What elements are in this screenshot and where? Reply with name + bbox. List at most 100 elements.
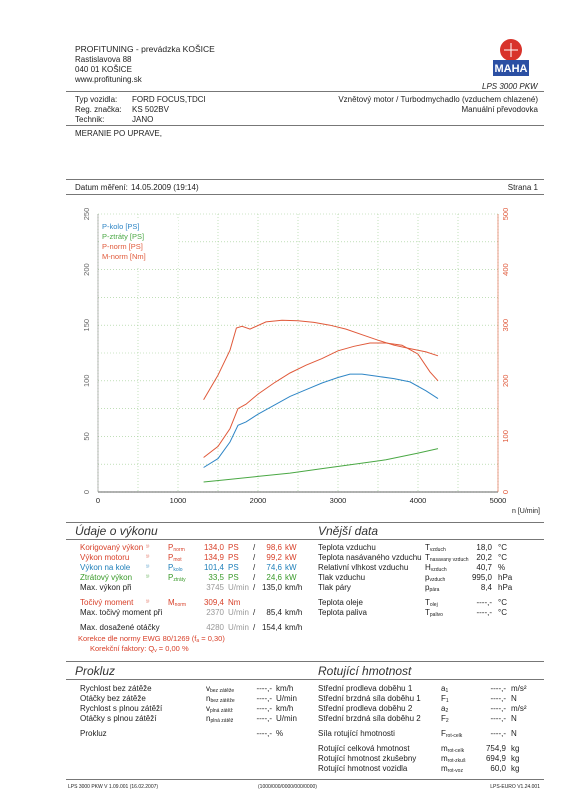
- ext-value: 995,0: [471, 573, 492, 582]
- x-tick-label: 2000: [250, 496, 267, 505]
- rot-unit: N: [511, 714, 517, 723]
- perf-symbol-letter: M: [168, 598, 175, 607]
- perf-symbol-letter: P: [168, 573, 174, 582]
- rot-value: ----,-: [490, 729, 506, 738]
- prokluz-value: ----,-: [256, 694, 272, 703]
- rot-symbol: mrot-voz: [441, 764, 463, 776]
- ext-symbol-letter: T: [425, 608, 430, 617]
- prokluz-symbol: vbez zátěže: [206, 684, 234, 696]
- rot-unit: kg: [511, 744, 520, 753]
- rot-value: ----,-: [490, 694, 506, 703]
- y-right-tick-label: 200: [501, 375, 510, 388]
- rot-symbol: F1: [441, 694, 449, 706]
- perf-separator: /: [253, 563, 256, 572]
- perf-label: Výkon motoru: [80, 553, 130, 562]
- rot-value: ----,-: [490, 684, 506, 693]
- ext-label: Teplota paliva: [318, 608, 367, 617]
- perf-symbol: Pztráty: [168, 573, 186, 585]
- perf-value-2: 154,4: [261, 623, 282, 632]
- company-name: PROFITUNING - prevádzka KOŠICE: [75, 44, 215, 54]
- prokluz-unit: km/h: [276, 684, 294, 693]
- rot-symbol-letter: m: [441, 764, 448, 773]
- ext-label: Teplota nasávaného vzduchu: [318, 553, 422, 562]
- rot-symbol-subscript: 2: [445, 708, 449, 714]
- y-left-tick-label: 0: [82, 490, 91, 494]
- prokluz-unit: U/min: [276, 694, 297, 703]
- prokluz-unit: %: [276, 729, 284, 738]
- technician-label: Technik:: [75, 115, 105, 124]
- prokluz-value: ----,-: [256, 729, 272, 738]
- rot-label: Střední brzdná síla doběhu 1: [318, 694, 421, 703]
- ext-symbol-letter: T: [425, 543, 430, 552]
- perf-unit-1: PS: [228, 543, 239, 552]
- ext-symbol-subscript: pára: [429, 587, 440, 593]
- footer-right: LPS-EURO V1.24.001: [490, 784, 540, 790]
- perf-label: Ztrátový výkon: [80, 573, 133, 582]
- perf-separator: /: [253, 583, 256, 592]
- x-tick-label: 3000: [330, 496, 347, 505]
- ext-unit: °C: [498, 608, 507, 617]
- ext-symbol-subscript: vzduch: [430, 567, 447, 573]
- rot-symbol: Frot-celk: [441, 729, 462, 741]
- company-street: Rastislavova 88: [75, 55, 132, 64]
- y-right-tick-label: 400: [501, 263, 510, 276]
- prokluz-symbol-subscript: bez zátěže: [210, 688, 235, 694]
- rot-value: 694,9: [485, 754, 506, 763]
- perf-symbol: Pnorm: [168, 543, 185, 555]
- prokluz-symbol-letter: v: [206, 684, 210, 693]
- prokluz-value: ----,-: [256, 704, 272, 713]
- rot-symbol-subscript: 2: [445, 718, 449, 724]
- perf-separator: /: [253, 553, 256, 562]
- ext-symbol-subscript: palivo: [429, 612, 443, 618]
- correction-norm: Korekce dle normy EWG 80/1269 (f: [78, 634, 197, 643]
- device-name: LPS 3000 PKW: [482, 82, 538, 91]
- prokluz-symbol-letter: n: [206, 694, 211, 703]
- perf-symbol: Pkolo: [168, 563, 183, 575]
- logo-text: MAHA: [495, 63, 528, 75]
- rot-label: Střední prodleva doběhu 2: [318, 704, 413, 713]
- rot-symbol: a1: [441, 684, 448, 696]
- perf-ref-marker: ¹⁾: [146, 600, 150, 606]
- rot-symbol-letter: F: [441, 694, 446, 703]
- y-left-tick-label: 50: [82, 432, 91, 440]
- perf-label: Max. výkon při: [80, 583, 132, 592]
- ext-value: 20,2: [476, 553, 492, 562]
- prokluz-value: ----,-: [256, 714, 272, 723]
- perf-label: Max. dosažené otáčky: [80, 623, 160, 632]
- prokluz-label: Otáčky bez zátěže: [80, 694, 146, 703]
- footer-left: LPS 3000 PKW V 1.09.001 (16.02.2007): [68, 784, 159, 790]
- perf-unit-2: kW: [285, 543, 297, 552]
- series-line-1: [203, 448, 439, 483]
- rot-symbol-letter: m: [441, 744, 448, 753]
- y-right-tick-label: 500: [501, 208, 510, 221]
- legend-box: [100, 220, 178, 266]
- perf-separator: /: [253, 573, 256, 582]
- rot-unit: N: [511, 694, 517, 703]
- rot-symbol: mrot-zkuš: [441, 754, 465, 766]
- prokluz-unit: U/min: [276, 714, 297, 723]
- prokluz-symbol-subscript: plná zátěž: [210, 718, 234, 724]
- perf-unit-1: U/min: [228, 608, 249, 617]
- prokluz-symbol-letter: v: [206, 704, 210, 713]
- perf-separator: /: [253, 623, 256, 632]
- rot-symbol-letter: F: [441, 714, 446, 723]
- reg-value: KS 502BV: [132, 105, 169, 114]
- perf-value-1: 101,4: [203, 563, 224, 572]
- prokluz-label: Rychlost bez zátěže: [80, 684, 152, 693]
- ext-unit: hPa: [498, 573, 513, 582]
- correction-note: Korekce dle normy EWG 80/1269 (fa = 0,30…: [78, 634, 225, 644]
- perf-title: Údaje o výkonu: [75, 524, 158, 538]
- series-line-0: [203, 373, 439, 468]
- legend-item: P-kolo [PS]: [102, 222, 140, 231]
- perf-ref-marker: ¹⁾: [146, 575, 150, 581]
- perf-symbol-letter: P: [168, 563, 174, 572]
- ext-symbol-subscript: vzduch: [429, 547, 446, 553]
- rot-symbol-subscript: rot-voz: [447, 768, 463, 774]
- perf-value-1: 3745: [206, 583, 224, 592]
- perf-label: Výkon na kole: [80, 563, 131, 572]
- rot-value: 754,9: [485, 744, 506, 753]
- series-line-2: [203, 342, 439, 458]
- perf-label: Max. točivý moment při: [80, 608, 163, 617]
- y-left-tick-label: 200: [82, 263, 91, 276]
- ext-symbol: Tvzduch: [425, 543, 446, 555]
